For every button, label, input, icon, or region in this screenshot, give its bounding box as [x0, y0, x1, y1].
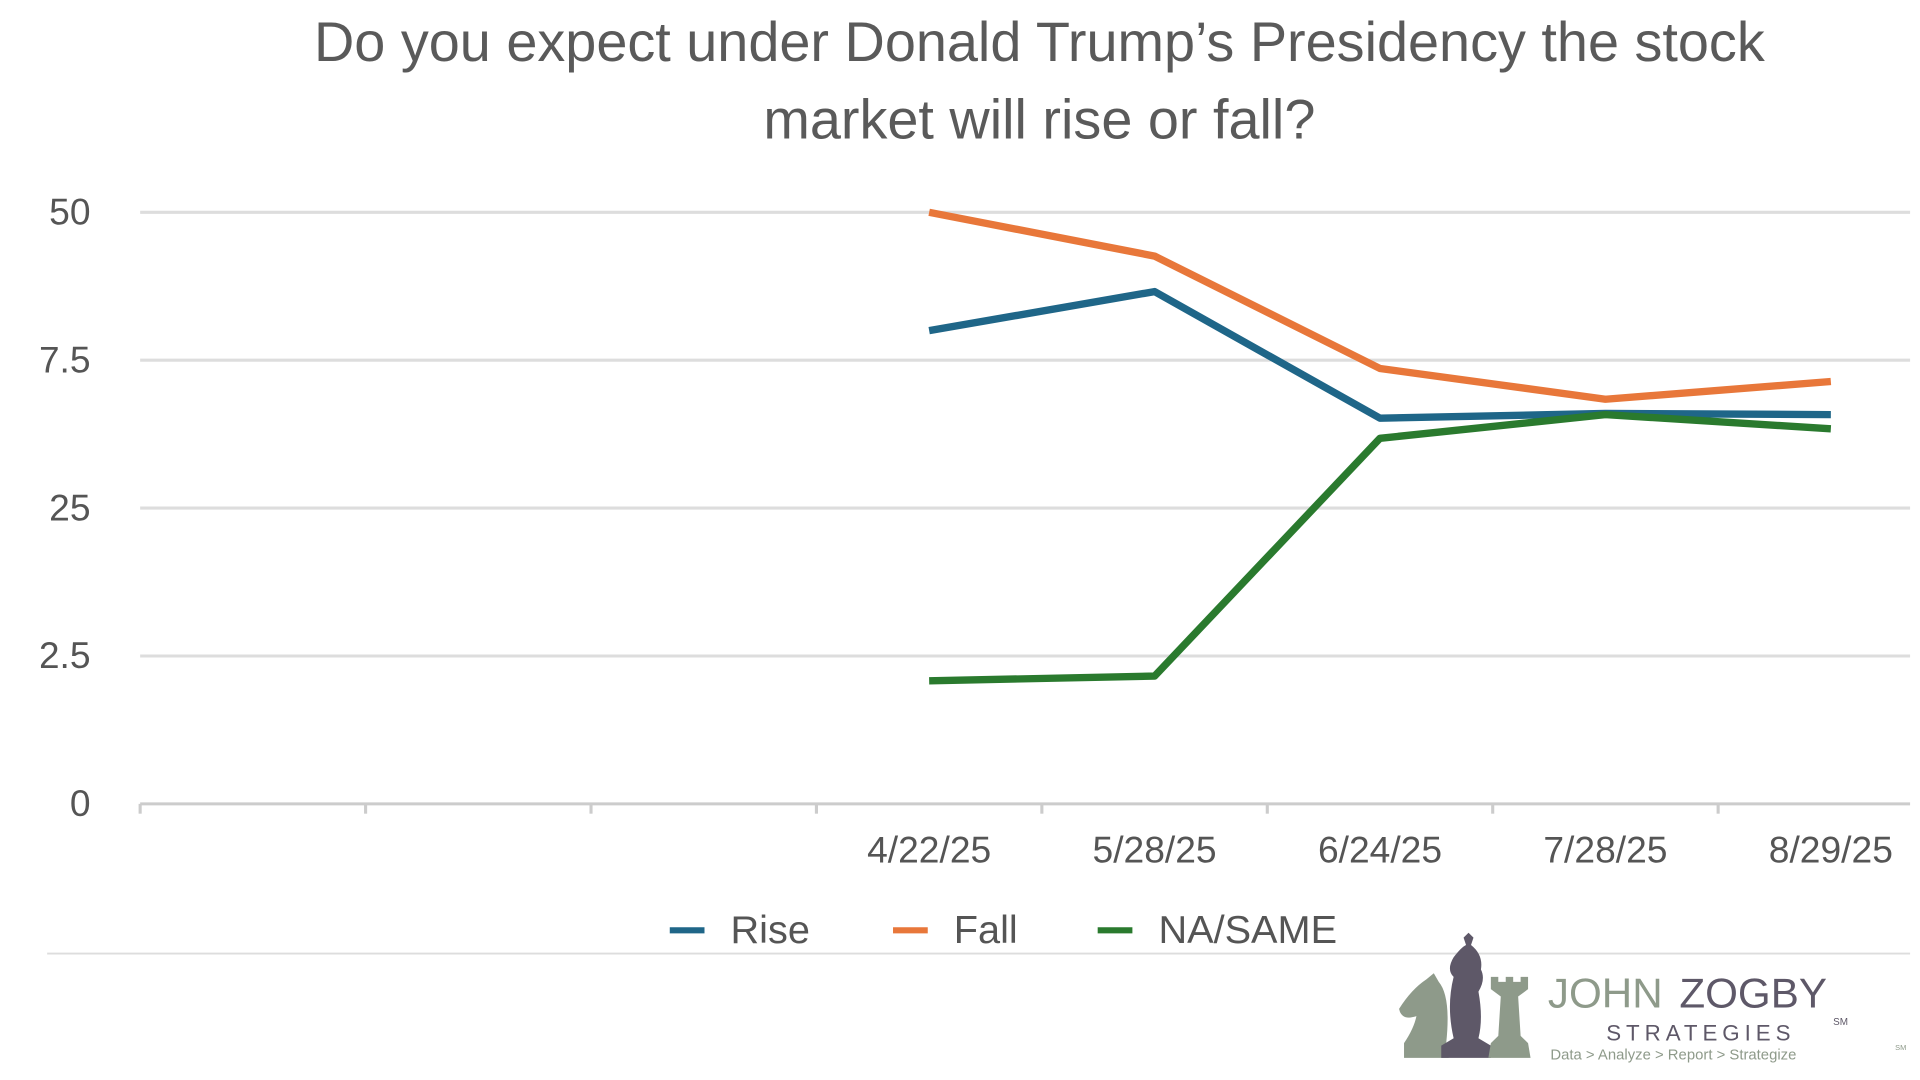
- x-tick-label: 4/22/25: [867, 829, 991, 871]
- line-series: [928, 287, 1831, 422]
- y-tick-label: 25: [49, 486, 90, 528]
- y-tick-label: 0: [70, 782, 91, 824]
- chart-title: Do you expect under Donald Trump’s Presi…: [314, 11, 1765, 73]
- chart-title: market will rise or fall?: [763, 89, 1315, 151]
- knight-icon: [1399, 973, 1449, 1058]
- logo: JOHN ZOGBY STRATEGIES SM Data > Analyze …: [1399, 932, 1906, 1063]
- y-tick-labels: 0 12.5 25 37.5 50: [18, 191, 91, 824]
- legend-label: Rise: [731, 908, 810, 952]
- bishop-icon: [1441, 932, 1491, 1058]
- rook-icon: [1488, 976, 1531, 1058]
- logo-tagline: Data > Analyze > Report > Strategize: [1550, 1047, 1796, 1063]
- logo-text: ZOGBY: [1679, 970, 1827, 1017]
- y-tick-label: 37.5: [18, 339, 90, 381]
- line-series: [929, 410, 1832, 685]
- legend-label: NA/SAME: [1158, 908, 1337, 952]
- logo-mark: SM: [1895, 1043, 1906, 1052]
- logo-text: JOHN: [1548, 970, 1663, 1017]
- x-tick-label: 7/28/25: [1543, 829, 1667, 871]
- x-tick-label: 5/28/25: [1093, 829, 1217, 871]
- x-tick-label: 8/29/25: [1769, 829, 1893, 871]
- logo-mark: SM: [1833, 1017, 1848, 1028]
- y-tick-label: 12.5: [18, 634, 90, 676]
- y-tick-label: 50: [49, 191, 90, 233]
- line-series: [928, 208, 1832, 403]
- x-tick-label: 6/24/25: [1318, 829, 1442, 871]
- logo-subtitle: STRATEGIES: [1606, 1021, 1795, 1046]
- legend-label: Fall: [954, 908, 1018, 952]
